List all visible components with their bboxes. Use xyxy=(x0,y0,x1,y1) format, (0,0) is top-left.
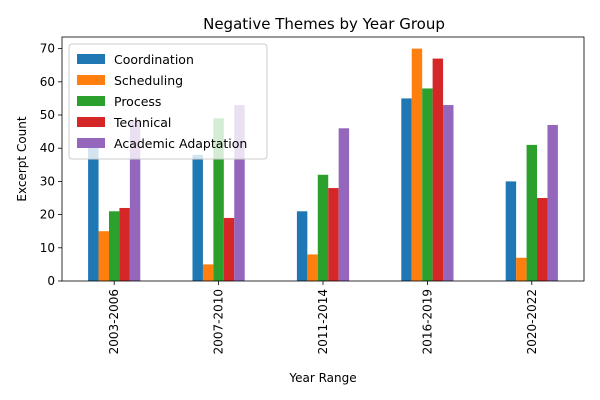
x-axis-label: Year Range xyxy=(288,371,356,385)
bar-scheduling-2011-2014 xyxy=(307,254,318,281)
bar-scheduling-2003-2006 xyxy=(98,231,109,281)
bar-academic-adaptation-2016-2019 xyxy=(443,105,454,281)
bar-scheduling-2007-2010 xyxy=(202,264,214,281)
bar-coordination-2003-2006 xyxy=(88,138,99,281)
y-tick-label: 10 xyxy=(40,241,55,255)
legend-entry: Technical xyxy=(113,115,171,130)
x-tick-label: 2016-2019 xyxy=(420,289,434,354)
bar-academic-adaptation-2020-2022 xyxy=(547,124,558,281)
y-tick-label: 50 xyxy=(40,108,55,122)
x-tick-label: 2007-2010 xyxy=(212,289,226,354)
bar-technical-2016-2019 xyxy=(432,58,444,281)
axes-group: 0 10 20 30 40 50 60 70 2003-2006 2007-2010 2011-20… xyxy=(40,36,585,354)
legend-entry: Process xyxy=(114,94,161,109)
bars-group xyxy=(88,48,558,282)
legend-entry: Scheduling xyxy=(114,73,183,88)
bar-process-2011-2014 xyxy=(317,174,329,281)
bar-academic-adaptation-2003-2006 xyxy=(129,121,141,282)
chart-title: Negative Themes by Year Group xyxy=(203,15,445,33)
legend: Coordination Scheduling Process Technical Ac… xyxy=(68,43,268,160)
y-tick-label: 70 xyxy=(40,42,55,56)
y-tick-label: 0 xyxy=(47,274,55,288)
bar-technical-2007-2010 xyxy=(223,217,235,281)
bar-academic-adaptation-2011-2014 xyxy=(338,128,350,281)
bar-process-2020-2022 xyxy=(526,144,538,281)
x-tick-label: 2003-2006 xyxy=(107,289,121,354)
bar-process-2016-2019 xyxy=(422,88,433,282)
y-tick-label: 60 xyxy=(40,75,55,89)
legend-swatch xyxy=(77,75,105,85)
x-tick-label: 2020-2022 xyxy=(525,289,539,354)
bar-scheduling-2016-2019 xyxy=(411,48,423,282)
bar-scheduling-2020-2022 xyxy=(516,257,527,281)
y-axis-label: Excerpt Count xyxy=(15,116,29,201)
legend-swatch xyxy=(77,96,105,106)
legend-swatch xyxy=(77,117,105,127)
bar-academic-adaptation-2007-2010 xyxy=(234,105,245,281)
bar-technical-2003-2006 xyxy=(119,207,130,281)
bar-coordination-2020-2022 xyxy=(505,181,517,281)
legend-box xyxy=(68,43,268,160)
y-tick-label: 30 xyxy=(40,174,55,188)
legend-entry: Coordination xyxy=(114,52,194,67)
bar-technical-2020-2022 xyxy=(537,198,548,281)
axes-frame xyxy=(61,36,585,282)
bar-technical-2011-2014 xyxy=(328,188,339,281)
bar-coordination-2016-2019 xyxy=(401,98,412,281)
y-tick-label: 20 xyxy=(40,208,55,222)
bar-coordination-2011-2014 xyxy=(296,211,308,281)
legend-swatch xyxy=(77,54,105,64)
bar-process-2003-2006 xyxy=(108,211,120,281)
bar-coordination-2007-2010 xyxy=(192,154,203,281)
legend-swatch xyxy=(77,138,105,148)
y-tick-label: 40 xyxy=(40,141,55,155)
bar-process-2007-2010 xyxy=(213,118,224,281)
x-tick-label: 2011-2014 xyxy=(316,289,330,354)
legend-entry: Academic Adaptation xyxy=(114,136,247,151)
